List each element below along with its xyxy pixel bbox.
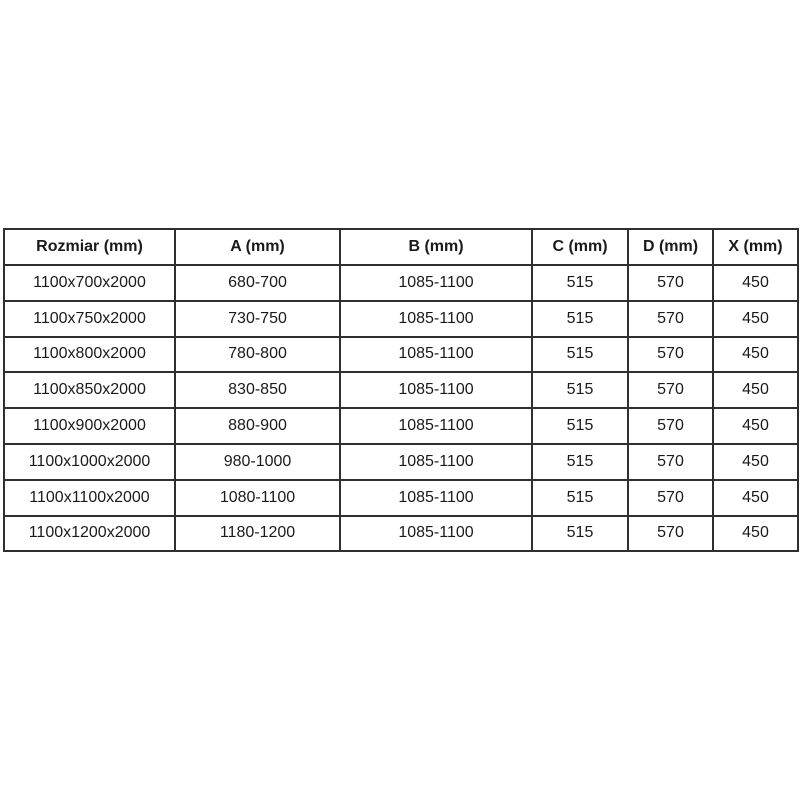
table-cell: 515 [531,335,629,374]
table-cell: 515 [531,442,629,481]
table-cell: 980-1000 [174,442,341,481]
table-cell: 1180-1200 [174,514,341,553]
table-cell: 450 [712,299,799,338]
table-row: 1100x1000x2000 980-1000 1085-1100 515 570 450 [3,442,799,481]
table-cell: 515 [531,478,629,517]
table-cell: 1085-1100 [339,442,533,481]
table-row: 1100x850x2000 830-850 1085-1100 515 570 450 [3,371,799,410]
table-cell: 1100x1200x2000 [3,514,176,553]
table-cell: 450 [712,407,799,445]
table-header-row: Rozmiar (mm) A (mm) B (mm) C (mm) D (mm) X (m… [3,228,799,266]
table-cell: 1085-1100 [339,299,533,338]
table-header: Rozmiar (mm) A (mm) B (mm) C (mm) D (mm) X (m… [3,228,799,266]
table-row: 1100x700x2000 680-700 1085-1100 515 570 450 [3,264,799,302]
table-row: 1100x900x2000 880-900 1085-1100 515 570 450 [3,407,799,445]
table-cell: 570 [627,407,714,445]
table-cell: 450 [712,264,799,302]
table-cell: 515 [531,407,629,445]
column-header: Rozmiar (mm) [3,228,176,266]
table-row: 1100x1100x2000 1080-1100 1085-1100 515 570 45… [3,478,799,517]
table-cell: 1100x800x2000 [3,335,176,374]
table-cell: 515 [531,371,629,410]
table-cell: 450 [712,442,799,481]
table-cell: 730-750 [174,299,341,338]
table-cell: 1100x850x2000 [3,371,176,410]
table-cell: 1100x750x2000 [3,299,176,338]
table-row: 1100x750x2000 730-750 1085-1100 515 570 450 [3,299,799,338]
table-cell: 1100x1100x2000 [3,478,176,517]
table-row: 1100x800x2000 780-800 1085-1100 515 570 450 [3,335,799,374]
column-header: D (mm) [627,228,714,266]
table-cell: 1085-1100 [339,514,533,553]
column-header: C (mm) [531,228,629,266]
table-cell: 680-700 [174,264,341,302]
table-cell: 1085-1100 [339,335,533,374]
table-cell: 450 [712,371,799,410]
table-cell: 1080-1100 [174,478,341,517]
table-cell: 515 [531,264,629,302]
table-row: 1100x1200x2000 1180-1200 1085-1100 515 570 45… [3,514,799,553]
table-cell: 1100x700x2000 [3,264,176,302]
table-cell: 570 [627,478,714,517]
table-cell: 1085-1100 [339,264,533,302]
table-cell: 1100x1000x2000 [3,442,176,481]
table-cell: 830-850 [174,371,341,410]
table-cell: 780-800 [174,335,341,374]
column-header: B (mm) [339,228,533,266]
table-cell: 1085-1100 [339,407,533,445]
table-cell: 1085-1100 [339,478,533,517]
table-cell: 880-900 [174,407,341,445]
size-spec-table: Rozmiar (mm) A (mm) B (mm) C (mm) D (mm) X (m… [3,228,799,553]
table-cell: 450 [712,478,799,517]
table-cell: 1100x900x2000 [3,407,176,445]
table-body: 1100x700x2000 680-700 1085-1100 515 570 450 11… [3,264,799,553]
table-cell: 570 [627,299,714,338]
table-cell: 570 [627,514,714,553]
table-cell: 515 [531,299,629,338]
table-cell: 515 [531,514,629,553]
table-cell: 570 [627,264,714,302]
table-cell: 450 [712,335,799,374]
table-cell: 570 [627,371,714,410]
column-header: A (mm) [174,228,341,266]
table-cell: 1085-1100 [339,371,533,410]
column-header: X (mm) [712,228,799,266]
table-cell: 570 [627,442,714,481]
table-cell: 570 [627,335,714,374]
table-cell: 450 [712,514,799,553]
